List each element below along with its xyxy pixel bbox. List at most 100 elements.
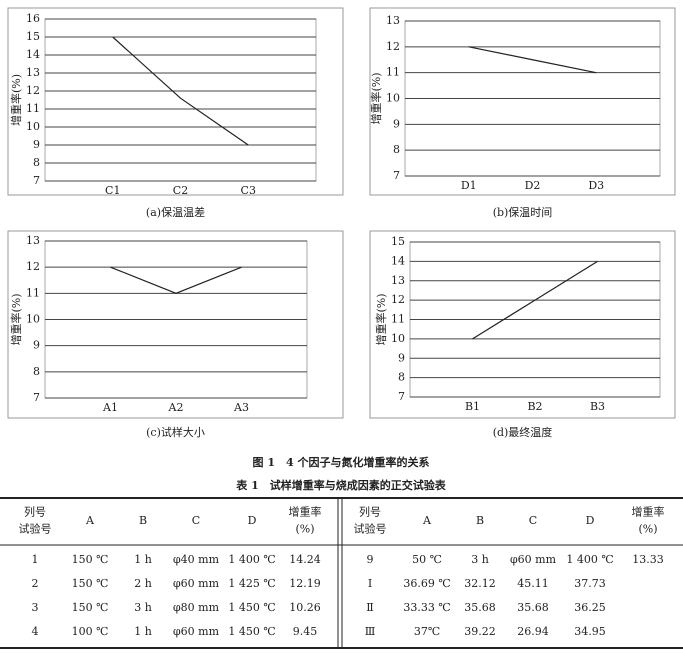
x-tick-label: D3 [588, 179, 604, 192]
y-tick-label: 10 [391, 332, 405, 345]
x-tick-label: C2 [173, 184, 188, 197]
table-cell: 3 h [471, 553, 489, 566]
table-header: 增重率 [289, 505, 322, 519]
y-tick-label: 13 [26, 234, 40, 247]
chart-caption: (b)保温时间 [493, 205, 553, 219]
table-cell: 3 [32, 601, 39, 614]
x-tick-label: B2 [527, 400, 542, 413]
table-header: C [529, 514, 537, 527]
y-tick-label: 15 [391, 235, 405, 248]
table-cell: 100 ℃ [72, 625, 109, 638]
table-header: A [85, 514, 95, 527]
x-tick-label: D1 [461, 179, 477, 192]
table-cell: 35.68 [464, 601, 496, 614]
x-tick-label: A1 [102, 401, 118, 414]
table-cell: Ⅱ [366, 601, 373, 614]
y-tick-label: 10 [26, 313, 40, 326]
y-tick-label: 10 [386, 92, 400, 105]
x-tick-label: B1 [465, 400, 480, 413]
y-tick-label: 13 [26, 66, 40, 79]
table-header: 列号 [359, 505, 381, 519]
y-tick-label: 13 [386, 14, 400, 27]
table-cell: 1 450 ℃ [228, 601, 275, 614]
table-cell: 36.25 [574, 601, 606, 614]
y-axis-label: 增重率(%) [9, 293, 23, 345]
y-tick-label: 7 [393, 169, 400, 182]
chart-caption: (c)试样大小 [146, 425, 205, 439]
y-tick-label: 9 [33, 138, 40, 151]
table-header: B [476, 514, 484, 527]
table-header: 试验号 [19, 522, 52, 536]
table-header: 增重率 [632, 505, 665, 519]
table-cell: 36.69 ℃ [403, 577, 450, 590]
table-header: A [422, 514, 432, 527]
y-tick-label: 11 [26, 102, 40, 115]
chart-caption: (a)保温温差 [146, 205, 205, 219]
table-cell: 33.33 ℃ [403, 601, 450, 614]
y-tick-label: 7 [33, 174, 40, 187]
y-tick-label: 16 [26, 12, 40, 25]
y-tick-label: 8 [33, 365, 40, 378]
y-axis-label: 增重率(%) [374, 293, 388, 345]
data-line [472, 260, 598, 340]
table-cell: 35.68 [517, 601, 549, 614]
table-cell: 2 h [134, 577, 152, 590]
table-cell: φ60 mm [173, 577, 220, 590]
data-line [112, 36, 249, 146]
y-tick-label: 12 [26, 260, 40, 273]
table-cell: 1 h [134, 553, 152, 566]
table-header: (%) [638, 523, 657, 536]
table-cell: 50 ℃ [412, 553, 442, 566]
table-cell: 1 450 ℃ [228, 625, 275, 638]
table-cell: 1 400 ℃ [566, 553, 613, 566]
table-cell: 4 [32, 625, 39, 638]
table-cell: 32.12 [464, 577, 496, 590]
table-cell: 1 [32, 553, 39, 566]
table-header: (%) [295, 523, 314, 536]
y-tick-label: 13 [391, 274, 405, 287]
table-header: 列号 [24, 505, 46, 519]
x-tick-label: A2 [168, 401, 184, 414]
y-tick-label: 12 [391, 293, 405, 306]
y-tick-label: 8 [33, 156, 40, 169]
table-header: D [248, 514, 257, 527]
y-tick-label: 12 [386, 40, 400, 53]
y-tick-label: 12 [26, 84, 40, 97]
table-cell: φ60 mm [510, 553, 557, 566]
y-axis-label: 增重率(%) [9, 74, 23, 126]
table-cell: 150 ℃ [72, 553, 109, 566]
y-tick-label: 7 [33, 391, 40, 404]
plot-area [44, 18, 317, 182]
table-cell: 150 ℃ [72, 577, 109, 590]
table-header: 试验号 [354, 522, 387, 536]
figure-caption: 图 1 4 个因子与氮化增重率的关系 [253, 455, 430, 469]
table-cell: 26.94 [517, 625, 549, 638]
y-tick-label: 8 [398, 371, 405, 384]
y-tick-label: 8 [393, 143, 400, 156]
y-tick-label: 9 [398, 351, 405, 364]
chart-frame [7, 7, 344, 196]
table-cell: 1 h [134, 625, 152, 638]
table-cell: φ40 mm [173, 553, 220, 566]
table-cell: φ60 mm [173, 625, 220, 638]
table-cell: 12.19 [289, 577, 321, 590]
y-tick-label: 10 [26, 120, 40, 133]
table-cell: Ⅲ [365, 625, 376, 638]
x-tick-label: C3 [241, 184, 256, 197]
table-cell: 37℃ [414, 625, 440, 638]
chart-frame [369, 230, 676, 419]
x-tick-label: D2 [525, 179, 541, 192]
table-cell: 13.33 [632, 553, 664, 566]
table-cell: Ⅰ [368, 577, 372, 590]
y-tick-label: 15 [26, 30, 40, 43]
table-cell: 37.73 [574, 577, 606, 590]
table-cell: 34.95 [574, 625, 606, 638]
table-cell: 14.24 [289, 553, 321, 566]
y-tick-label: 11 [26, 286, 40, 299]
table-title: 表 1 试样增重率与烧成因素的正交试验表 [235, 478, 446, 492]
table-cell: 39.22 [464, 625, 496, 638]
y-tick-label: 9 [33, 339, 40, 352]
table-header: D [586, 514, 595, 527]
table-cell: 9 [367, 553, 374, 566]
